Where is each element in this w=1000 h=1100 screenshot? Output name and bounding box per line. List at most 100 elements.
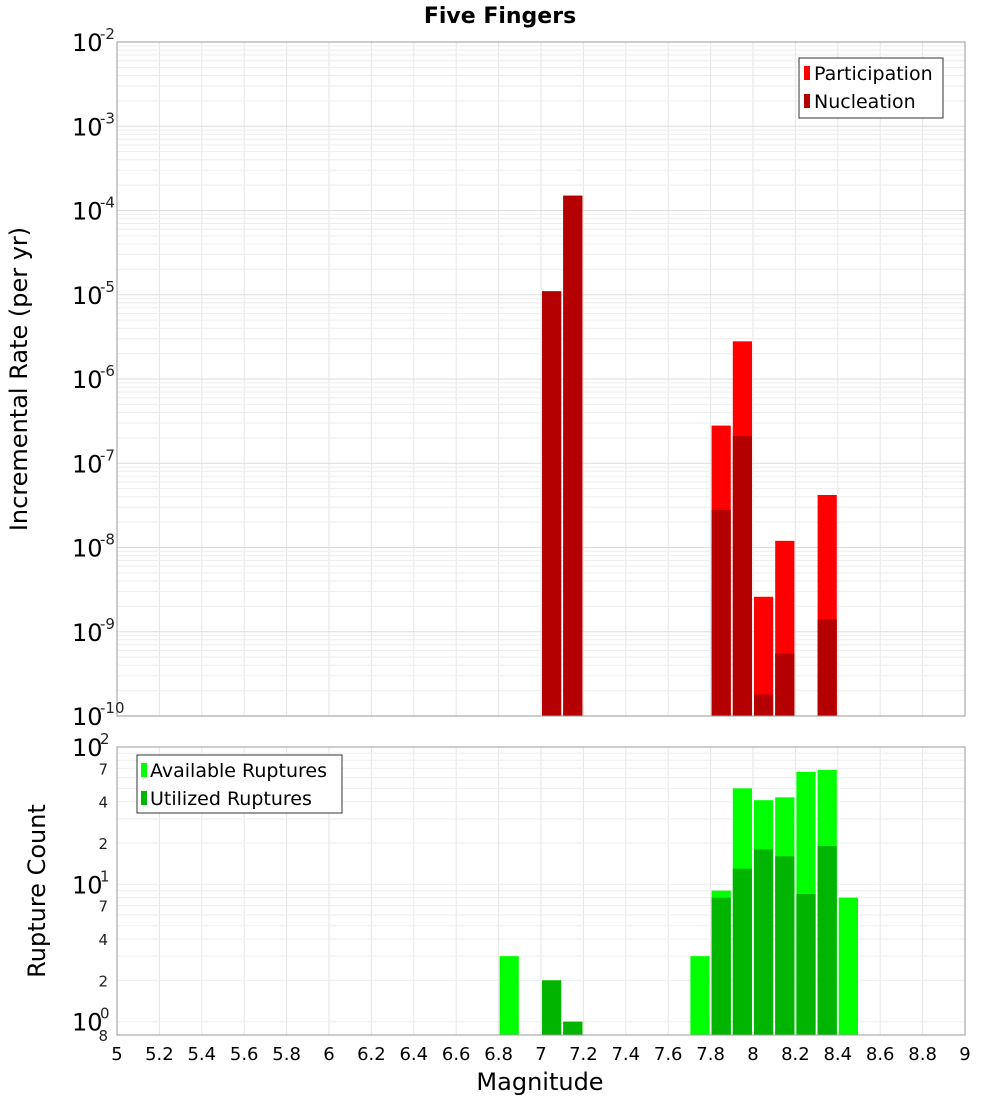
bottom-y-tick-label-base: 10	[72, 871, 103, 899]
bottom-bar-a	[690, 956, 710, 1035]
top-y-tick-label-exponent: -10	[100, 699, 125, 717]
bottom-y-axis-label: Rupture Count	[23, 804, 51, 978]
top-bar-b	[711, 509, 731, 716]
bottom-y-tick-label-base: 10	[72, 1009, 103, 1037]
top-y-tick-label-base: 10	[72, 450, 103, 478]
legend-swatch-participation	[804, 66, 810, 80]
bottom-y-minor-tick-label: 2	[98, 972, 108, 990]
bottom-y-minor-tick-label: 8	[98, 1027, 108, 1045]
legend-swatch-nucleation	[804, 94, 810, 108]
x-tick-label: 5.4	[187, 1044, 216, 1065]
bottom-bar-b	[732, 868, 752, 1035]
top-y-tick-label: 10-6	[72, 362, 115, 394]
legend-swatch-available-ruptures	[141, 763, 147, 777]
legend-label-utilized-ruptures: Utilized Ruptures	[150, 788, 312, 810]
top-y-tick-label-exponent: -8	[100, 531, 115, 549]
top-y-tick-label-exponent: -3	[100, 109, 115, 127]
bottom-y-tick-label-exponent: 1	[100, 867, 110, 885]
top-y-tick-label: 10-5	[72, 278, 115, 310]
top-y-tick-label-base: 10	[72, 29, 103, 57]
bottom-legend: Available Ruptures Utilized Ruptures	[136, 754, 343, 814]
top-legend-box	[798, 57, 944, 119]
x-tick-label: 5	[111, 1044, 122, 1065]
bottom-bar-b	[796, 894, 816, 1035]
top-bar-b	[817, 619, 837, 716]
x-tick-label: 8.4	[823, 1044, 852, 1065]
chart-title: Five Fingers	[424, 4, 576, 29]
top-y-axis-label: Incremental Rate (per yr)	[5, 227, 33, 531]
top-y-tick-label-exponent: -7	[100, 446, 115, 464]
top-bar-a	[754, 596, 774, 716]
x-tick-label: 6.4	[399, 1044, 428, 1065]
bottom-y-minor-tick-label: 7	[98, 898, 108, 916]
legend-swatch-utilized-ruptures	[141, 791, 147, 805]
top-y-tick-label: 10-4	[72, 194, 115, 226]
top-y-tick-label: 10-10	[72, 699, 125, 731]
legend-label-participation: Participation	[814, 63, 933, 85]
top-y-tick-label-base: 10	[72, 619, 103, 647]
top-y-tick-label-base: 10	[72, 113, 103, 141]
top-grid	[116, 42, 966, 717]
top-y-tick-label-base: 10	[72, 282, 103, 310]
bottom-bar-b	[711, 897, 731, 1035]
x-tick-label: 5.6	[230, 1044, 259, 1065]
top-y-tick-label-exponent: -6	[100, 362, 115, 380]
x-tick-label: 7	[535, 1044, 546, 1065]
top-y-tick-labels: 10-210-310-410-510-610-710-810-910-10	[72, 25, 125, 731]
bottom-bar-b	[754, 849, 774, 1035]
bottom-legend-box	[136, 754, 343, 814]
top-plot-frame	[116, 41, 966, 717]
x-tick-label: 6	[323, 1044, 334, 1065]
bottom-y-tick-label: 102	[72, 730, 110, 762]
top-y-tick-label: 10-7	[72, 446, 115, 478]
x-tick-label: 7.4	[611, 1044, 640, 1065]
x-tick-label: 8.8	[908, 1044, 937, 1065]
x-tick-label: 6.8	[484, 1044, 513, 1065]
bottom-y-tick-label: 100	[72, 1005, 110, 1037]
x-tick-label: 5.8	[272, 1044, 301, 1065]
legend-label-available-ruptures: Available Ruptures	[150, 760, 327, 782]
top-bar-b	[542, 291, 562, 716]
bottom-bar-a	[838, 897, 858, 1035]
bottom-y-minor-tick-label: 4	[98, 794, 108, 812]
bottom-y-minor-tick-label: 2	[98, 835, 108, 853]
top-y-tick-label: 10-8	[72, 531, 115, 563]
x-tick-label: 8	[747, 1044, 758, 1065]
x-tick-label: 7.2	[569, 1044, 598, 1065]
bottom-y-tick-label: 101	[72, 867, 110, 899]
top-y-tick-label-base: 10	[72, 535, 103, 563]
top-y-tick-label-exponent: -5	[100, 278, 115, 296]
bottom-y-tick-label-exponent: 2	[100, 730, 110, 748]
top-y-tick-label-exponent: -4	[100, 194, 115, 212]
top-y-tick-label-exponent: -2	[100, 25, 115, 43]
legend-label-nucleation: Nucleation	[814, 91, 916, 113]
x-tick-label: 7.8	[696, 1044, 725, 1065]
x-tick-label: 6.2	[357, 1044, 386, 1065]
top-y-tick-label-exponent: -9	[100, 615, 115, 633]
bottom-y-tick-label-exponent: 0	[100, 1005, 110, 1023]
top-bar-b	[775, 653, 795, 716]
bottom-bar-b	[817, 846, 837, 1035]
top-y-tick-label: 10-3	[72, 109, 115, 141]
x-tick-label: 9	[959, 1044, 970, 1065]
x-axis-label: Magnitude	[476, 1068, 603, 1096]
bottom-y-minor-tick-label: 4	[98, 931, 108, 949]
top-y-tick-label-base: 10	[72, 366, 103, 394]
x-tick-label: 7.6	[654, 1044, 683, 1065]
bottom-bar-b	[563, 1021, 583, 1035]
x-tick-label: 8.6	[866, 1044, 895, 1065]
bottom-plot-frame	[116, 746, 966, 1036]
top-bar-b	[754, 694, 774, 716]
x-tick-label: 5.2	[145, 1044, 174, 1065]
top-y-tick-label: 10-9	[72, 615, 115, 647]
top-legend: Participation Nucleation	[798, 57, 944, 119]
top-bars	[542, 195, 837, 716]
top-y-tick-label: 10-2	[72, 25, 115, 57]
top-y-tick-label-base: 10	[72, 198, 103, 226]
x-tick-label: 8.2	[781, 1044, 810, 1065]
x-tick-labels: 5 5.2 5.4 5.6 5.8 6 6.2 6.4 6.6 6.8 7 7.2 7.4 7.6 7.8 8…	[111, 1044, 970, 1065]
bottom-y-minor-tick-label: 7	[98, 760, 108, 778]
top-y-tick-label-base: 10	[72, 703, 103, 731]
